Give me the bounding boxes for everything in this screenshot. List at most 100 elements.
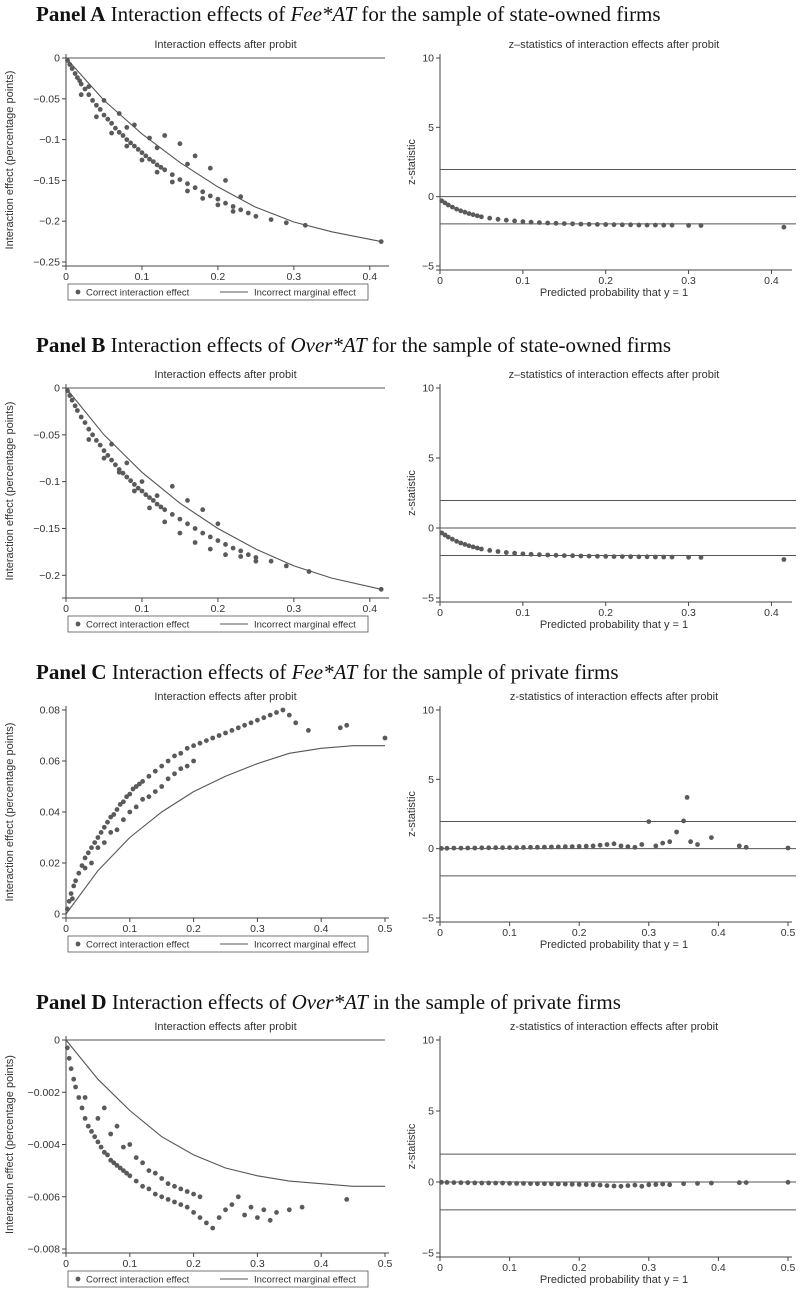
data-point [121, 799, 126, 805]
y-tick-label: −0.2 [39, 570, 60, 582]
data-point [545, 552, 551, 558]
data-point [139, 150, 145, 156]
data-point [152, 1170, 158, 1176]
data-point [191, 758, 197, 764]
data-point [95, 835, 101, 840]
data-point [628, 222, 633, 228]
y-axis-label: Interaction effect (percentage points) [4, 402, 16, 581]
data-point [124, 1170, 129, 1176]
data-point [85, 1123, 91, 1129]
legend-label: Correct interaction effect [86, 288, 190, 299]
data-point [261, 715, 267, 721]
data-point [207, 165, 213, 171]
data-point [274, 710, 279, 715]
data-point [576, 1182, 582, 1187]
data-point [185, 498, 190, 503]
data-point [578, 221, 584, 227]
data-point [653, 843, 659, 849]
data-point [743, 1180, 749, 1185]
y-tick-label: −0.002 [28, 1087, 61, 1099]
data-point [97, 107, 103, 112]
data-point [117, 802, 123, 807]
y-axis-label: Interaction effect (percentage points) [4, 1055, 16, 1234]
x-tick-label: 0.1 [122, 1258, 137, 1270]
data-point [479, 214, 484, 220]
data-point [487, 548, 493, 553]
data-point [200, 530, 206, 536]
data-point [611, 841, 617, 847]
data-point [604, 842, 610, 847]
data-point [133, 1178, 139, 1184]
data-point [127, 809, 133, 815]
x-tick-label: 0.4 [764, 275, 779, 287]
data-point [143, 153, 149, 159]
legend-point-marker [75, 621, 81, 627]
data-point [204, 1220, 209, 1226]
data-point [444, 1180, 450, 1185]
data-point [192, 185, 198, 191]
data-point [172, 771, 177, 777]
data-point [117, 1165, 123, 1171]
data-point [454, 538, 459, 544]
data-point [111, 812, 117, 817]
data-point [639, 842, 645, 847]
data-point [152, 768, 158, 774]
data-point [306, 728, 311, 733]
data-point [178, 750, 184, 756]
legend-label: Incorrect marginal effect [254, 1275, 356, 1286]
data-point [158, 504, 164, 510]
data-point [686, 223, 691, 228]
data-point [267, 1217, 273, 1223]
data-point [92, 840, 98, 845]
data-point [72, 403, 78, 409]
y-tick-label: 0.04 [40, 807, 61, 819]
data-point [169, 179, 175, 185]
data-point [94, 102, 99, 108]
data-point [98, 1144, 104, 1150]
panel-d-right-chart: z-statistics of interaction effects afte… [406, 1021, 796, 1286]
legend-point-marker [75, 941, 81, 947]
data-point [669, 222, 675, 228]
legend-box [67, 283, 369, 301]
data-point [207, 193, 213, 199]
data-point [493, 1180, 499, 1186]
data-point [451, 845, 457, 851]
data-point [192, 153, 198, 159]
data-point [639, 1183, 645, 1189]
data-point [98, 830, 104, 835]
data-point [242, 722, 248, 728]
data-point [611, 554, 617, 559]
x-axis-label: Predicted probability that y = 1 [540, 939, 688, 951]
data-point [177, 530, 183, 536]
x-tick-label: 0.4 [314, 1258, 329, 1270]
data-point [474, 213, 480, 219]
legend-label: Correct interaction effect [86, 620, 190, 631]
data-point [120, 133, 126, 138]
data-point [590, 1182, 596, 1188]
data-point [105, 819, 110, 825]
data-point [674, 829, 679, 835]
y-axis-label: z-statistic [406, 791, 418, 837]
data-point [197, 1194, 203, 1200]
data-point [378, 586, 384, 592]
y-tick-label: −0.1 [39, 134, 60, 146]
data-point [709, 1180, 714, 1186]
data-point [72, 71, 78, 76]
x-axis-label: Predicted probability that y = 1 [540, 287, 688, 299]
data-point [184, 763, 190, 769]
data-point [545, 220, 551, 226]
data-point [479, 845, 485, 851]
legend-label: Correct interaction effect [86, 1275, 190, 1286]
data-point [207, 534, 213, 540]
x-tick-label: 0.4 [314, 923, 329, 935]
data-point [75, 408, 80, 413]
data-point [458, 1180, 464, 1186]
data-point [698, 223, 704, 228]
data-point [238, 207, 244, 213]
data-point [101, 448, 107, 454]
x-tick-label: 0.2 [211, 603, 226, 615]
x-tick-label: 0.2 [572, 927, 587, 939]
data-point [116, 469, 122, 475]
data-point [555, 844, 561, 850]
data-point [178, 1202, 184, 1207]
